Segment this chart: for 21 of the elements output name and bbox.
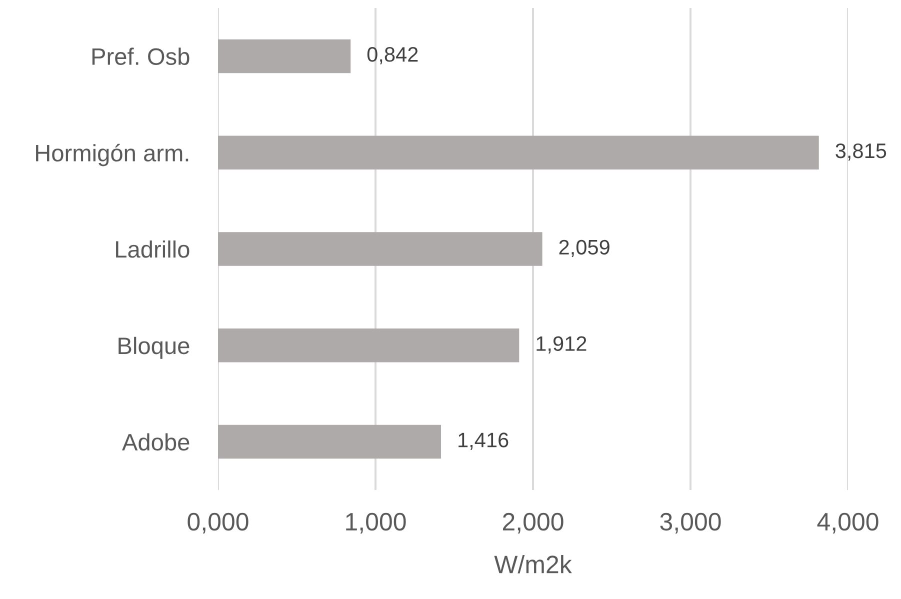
bar [218, 136, 819, 170]
x-tick-label: 4,000 [817, 512, 878, 534]
data-label: 1,912 [536, 336, 586, 354]
bar [218, 328, 520, 362]
x-axis-title: W/m2k [494, 554, 572, 574]
bar [218, 232, 542, 266]
data-label: 2,059 [559, 240, 610, 258]
x-tick-label: 0,000 [188, 512, 248, 534]
y-tick-label: Bloque [118, 336, 190, 359]
y-tick-label: Pref. Osb [92, 48, 190, 65]
data-label: 3,815 [836, 143, 886, 161]
data-label: 0,842 [367, 47, 418, 64]
data-label: 1,416 [458, 432, 508, 450]
y-tick-label: Hormigón arm. [36, 144, 188, 166]
bar [218, 424, 442, 459]
bar [218, 39, 351, 74]
x-tick-label: 1,000 [346, 512, 406, 534]
y-tick-label: Ladrillo [116, 240, 190, 258]
x-tick-label: 2,000 [502, 512, 564, 534]
y-tick-label: Adobe [122, 433, 190, 451]
x-tick-label: 3,000 [660, 512, 721, 534]
